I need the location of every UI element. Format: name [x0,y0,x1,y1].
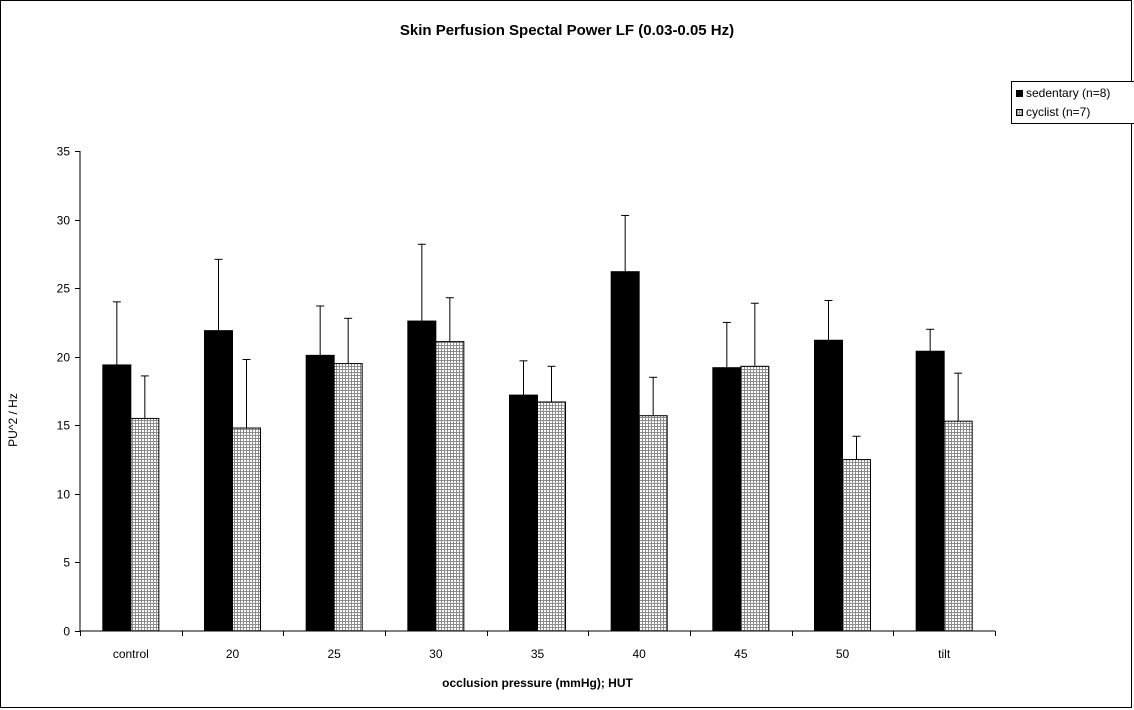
x-axis-label: occlusion pressure (mmHg); HUT [442,676,633,690]
chart-title: Skin Perfusion Spectal Power LF (0.03-0.… [399,22,735,39]
bar-sedentary [204,330,233,632]
y-tick-label: 5 [63,556,70,570]
bar-sedentary [610,271,640,632]
y-axis-label: PU^2 / Hz [6,393,20,447]
y-tick-label: 30 [57,214,71,228]
legend-item-sedentary: sedentary (n=8) [1016,85,1110,101]
x-tick-label: tilt [938,647,951,661]
x-tick-label: 50 [836,647,850,661]
bar-sedentary [305,354,335,632]
legend-label-sedentary: sedentary (n=8) [1026,86,1111,100]
y-tick-label: 20 [57,351,71,365]
legend: sedentary (n=8) cyclist (n=7) [1011,81,1134,124]
x-tick-label: 30 [429,647,443,661]
bar-cyclist [232,427,261,632]
x-tick-label: 40 [632,647,646,661]
legend-item-cyclist: cyclist (n=7) [1016,104,1090,120]
y-tick-label: 0 [63,625,70,639]
y-tick-label: 25 [57,282,71,296]
bar-cyclist [943,420,973,632]
bar-cyclist [435,341,465,632]
bar-sedentary [814,339,843,632]
legend-swatch-sedentary [1016,89,1023,97]
y-tick-label: 15 [57,419,71,433]
legend-label-cyclist: cyclist (n=7) [1026,105,1091,119]
bar-cyclist [333,363,363,632]
x-tick-label: 45 [734,647,748,661]
bar-cyclist [842,459,871,632]
bar-sedentary [407,320,437,632]
x-tick-label: 35 [531,647,545,661]
x-tick-label: 25 [327,647,341,661]
y-tick-label: 10 [57,488,71,502]
bar-cyclist [537,401,566,632]
x-tick-label: control [113,647,149,661]
bar-sedentary [509,394,538,632]
bar-cyclist [130,417,160,632]
bar-sedentary [712,367,742,632]
bar-sedentary [915,350,945,632]
bar-cyclist [740,365,770,632]
legend-swatch-cyclist [1016,108,1023,116]
bar-sedentary [102,364,132,632]
x-tick-label: 20 [226,647,240,661]
bar-cyclist [638,415,668,632]
y-tick-label: 35 [57,145,71,159]
